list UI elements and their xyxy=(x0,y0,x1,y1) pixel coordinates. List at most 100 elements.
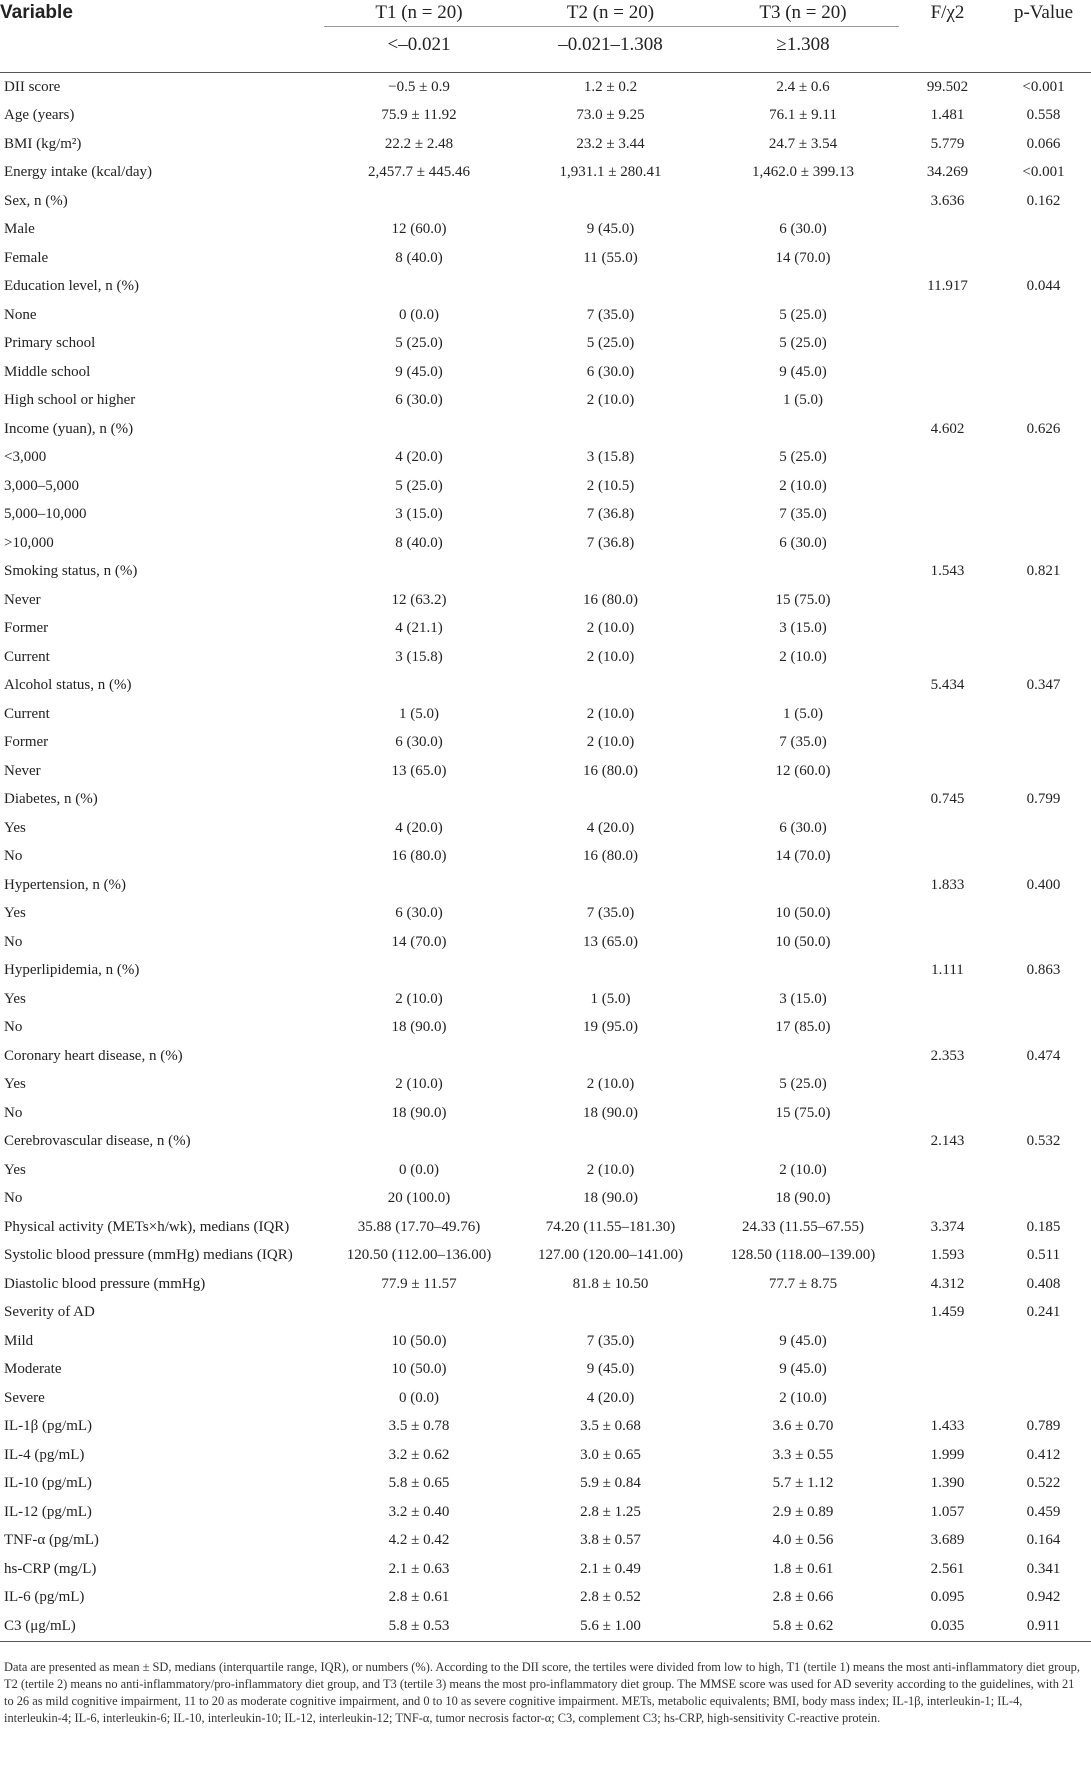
row-value: 5 (25.0) xyxy=(779,1076,827,1093)
row-value xyxy=(996,1185,1091,1214)
header-f-chi2: F/χ2 xyxy=(930,2,965,24)
row-variable: Hyperlipidemia, n (%) xyxy=(4,962,140,979)
row-value: 5 (25.0) xyxy=(395,335,443,352)
row-value: 5.434 xyxy=(930,677,965,694)
table-row: Yes 6 (30.0) 7 (35.0) 10 (50.0) xyxy=(0,900,1091,929)
table-row: Former 4 (21.1) 2 (10.0) 3 (15.0) xyxy=(0,615,1091,644)
row-value: 5 (25.0) xyxy=(779,335,827,352)
table-row: Severity of AD 1.459 0.241 xyxy=(0,1299,1091,1328)
row-value: 34.269 xyxy=(926,164,969,181)
row-value: 0.095 xyxy=(930,1589,965,1606)
row-value: 35.88 (17.70–49.76) xyxy=(357,1218,481,1235)
row-value: 9 (45.0) xyxy=(779,1332,827,1349)
row-variable: DII score xyxy=(4,78,61,95)
row-value xyxy=(996,330,1091,359)
table-row: Current 3 (15.8) 2 (10.0) 2 (10.0) xyxy=(0,643,1091,672)
table-row: Yes 2 (10.0) 2 (10.0) 5 (25.0) xyxy=(0,1071,1091,1100)
row-value: 18 (90.0) xyxy=(775,1190,831,1207)
row-value: 8 (40.0) xyxy=(395,249,443,266)
table-row: Never 13 (65.0) 16 (80.0) 12 (60.0) xyxy=(0,757,1091,786)
row-value: <0.001 xyxy=(1022,78,1065,95)
row-value xyxy=(899,1156,996,1185)
row-value: 20 (100.0) xyxy=(387,1190,451,1207)
row-value xyxy=(324,786,514,815)
row-value: 7 (35.0) xyxy=(779,734,827,751)
row-value: 8 (40.0) xyxy=(395,534,443,551)
table-row: IL-4 (pg/mL) 3.2 ± 0.62 3.0 ± 0.65 3.3 ± 0.… xyxy=(0,1441,1091,1470)
row-value: 3.8 ± 0.57 xyxy=(580,1532,641,1549)
row-value: 1.2 ± 0.2 xyxy=(583,78,638,95)
row-value xyxy=(996,700,1091,729)
table-row: Male 12 (60.0) 9 (45.0) 6 (30.0) xyxy=(0,216,1091,245)
row-value: 1.111 xyxy=(931,962,964,979)
table-row: Age (years) 75.9 ± 11.92 73.0 ± 9.25 76.1 ±… xyxy=(0,102,1091,131)
row-value: 10 (50.0) xyxy=(391,1361,447,1378)
table-row: Energy intake (kcal/day) 2,457.7 ± 445.46… xyxy=(0,159,1091,188)
row-value xyxy=(899,529,996,558)
row-value xyxy=(899,928,996,957)
row-value xyxy=(996,643,1091,672)
row-value: 2 (10.0) xyxy=(395,990,443,1007)
row-variable: Sex, n (%) xyxy=(4,192,68,209)
row-value: 0.066 xyxy=(1026,135,1061,152)
row-value: 16 (80.0) xyxy=(391,848,447,865)
row-value xyxy=(899,729,996,758)
row-value: 15 (75.0) xyxy=(775,1104,831,1121)
row-variable: Hypertension, n (%) xyxy=(4,876,127,893)
row-value: 73.0 ± 9.25 xyxy=(576,107,645,124)
row-value: 12 (60.0) xyxy=(775,762,831,779)
row-value: 18 (90.0) xyxy=(391,1104,447,1121)
table-footnote: Data are presented as mean ± SD, medians… xyxy=(4,1660,1080,1725)
row-value: 0.412 xyxy=(1026,1446,1061,1463)
row-value: 3.3 ± 0.55 xyxy=(772,1446,834,1463)
row-value: 4 (21.1) xyxy=(395,620,443,637)
row-value xyxy=(514,558,707,587)
row-value: 5.7 ± 1.12 xyxy=(772,1475,834,1492)
row-value xyxy=(996,1156,1091,1185)
row-variable: Former xyxy=(4,620,49,637)
row-variable: Energy intake (kcal/day) xyxy=(4,164,152,181)
row-value xyxy=(514,273,707,302)
row-variable: Moderate xyxy=(4,1361,62,1378)
row-value: 1 (5.0) xyxy=(783,705,823,722)
row-variable: Alcohol status, n (%) xyxy=(4,677,132,694)
row-value: 99.502 xyxy=(926,78,969,95)
table-row: Hypertension, n (%) 1.833 0.400 xyxy=(0,871,1091,900)
row-value xyxy=(899,1014,996,1043)
row-value: 3.0 ± 0.65 xyxy=(580,1446,641,1463)
row-variable: BMI (kg/m²) xyxy=(4,135,82,152)
row-value: 15 (75.0) xyxy=(775,591,831,608)
row-value xyxy=(996,358,1091,387)
row-value xyxy=(514,187,707,216)
row-value: 16 (80.0) xyxy=(583,848,638,865)
row-value: 1.999 xyxy=(930,1446,965,1463)
row-value: 0.044 xyxy=(1026,278,1061,295)
table-row: Coronary heart disease, n (%) 2.353 0.474 xyxy=(0,1042,1091,1071)
row-value: 7 (36.8) xyxy=(586,506,635,523)
table-row: Yes 4 (20.0) 4 (20.0) 6 (30.0) xyxy=(0,814,1091,843)
row-value: 9 (45.0) xyxy=(586,221,635,238)
row-value: 1.390 xyxy=(930,1475,965,1492)
table-row: <3,000 4 (20.0) 3 (15.8) 5 (25.0) xyxy=(0,444,1091,473)
table-row: Income (yuan), n (%) 4.602 0.626 xyxy=(0,415,1091,444)
row-variable: 3,000–5,000 xyxy=(4,477,79,494)
row-value: 0.164 xyxy=(1026,1532,1061,1549)
table-row: Hyperlipidemia, n (%) 1.111 0.863 xyxy=(0,957,1091,986)
row-variable: IL-4 (pg/mL) xyxy=(4,1446,85,1463)
row-value: 0.821 xyxy=(1026,563,1061,580)
row-value: 12 (60.0) xyxy=(391,221,447,238)
header-t3: T3 (n = 20) xyxy=(759,2,847,23)
row-value: 2.561 xyxy=(930,1560,965,1577)
row-value xyxy=(324,187,514,216)
row-value: 0.035 xyxy=(899,1612,996,1642)
row-value xyxy=(996,501,1091,530)
row-value: 0.745 xyxy=(930,791,965,808)
row-value: 6 (30.0) xyxy=(779,819,827,836)
row-value: 3 (15.0) xyxy=(779,990,827,1007)
row-value: 1,462.0 ± 399.13 xyxy=(752,164,854,181)
row-value xyxy=(324,1128,514,1157)
row-variable: IL-10 (pg/mL) xyxy=(4,1475,92,1492)
row-value: 5.8 ± 0.62 xyxy=(707,1612,899,1642)
row-value: 14 (70.0) xyxy=(775,249,831,266)
row-value: 0.341 xyxy=(1026,1560,1061,1577)
